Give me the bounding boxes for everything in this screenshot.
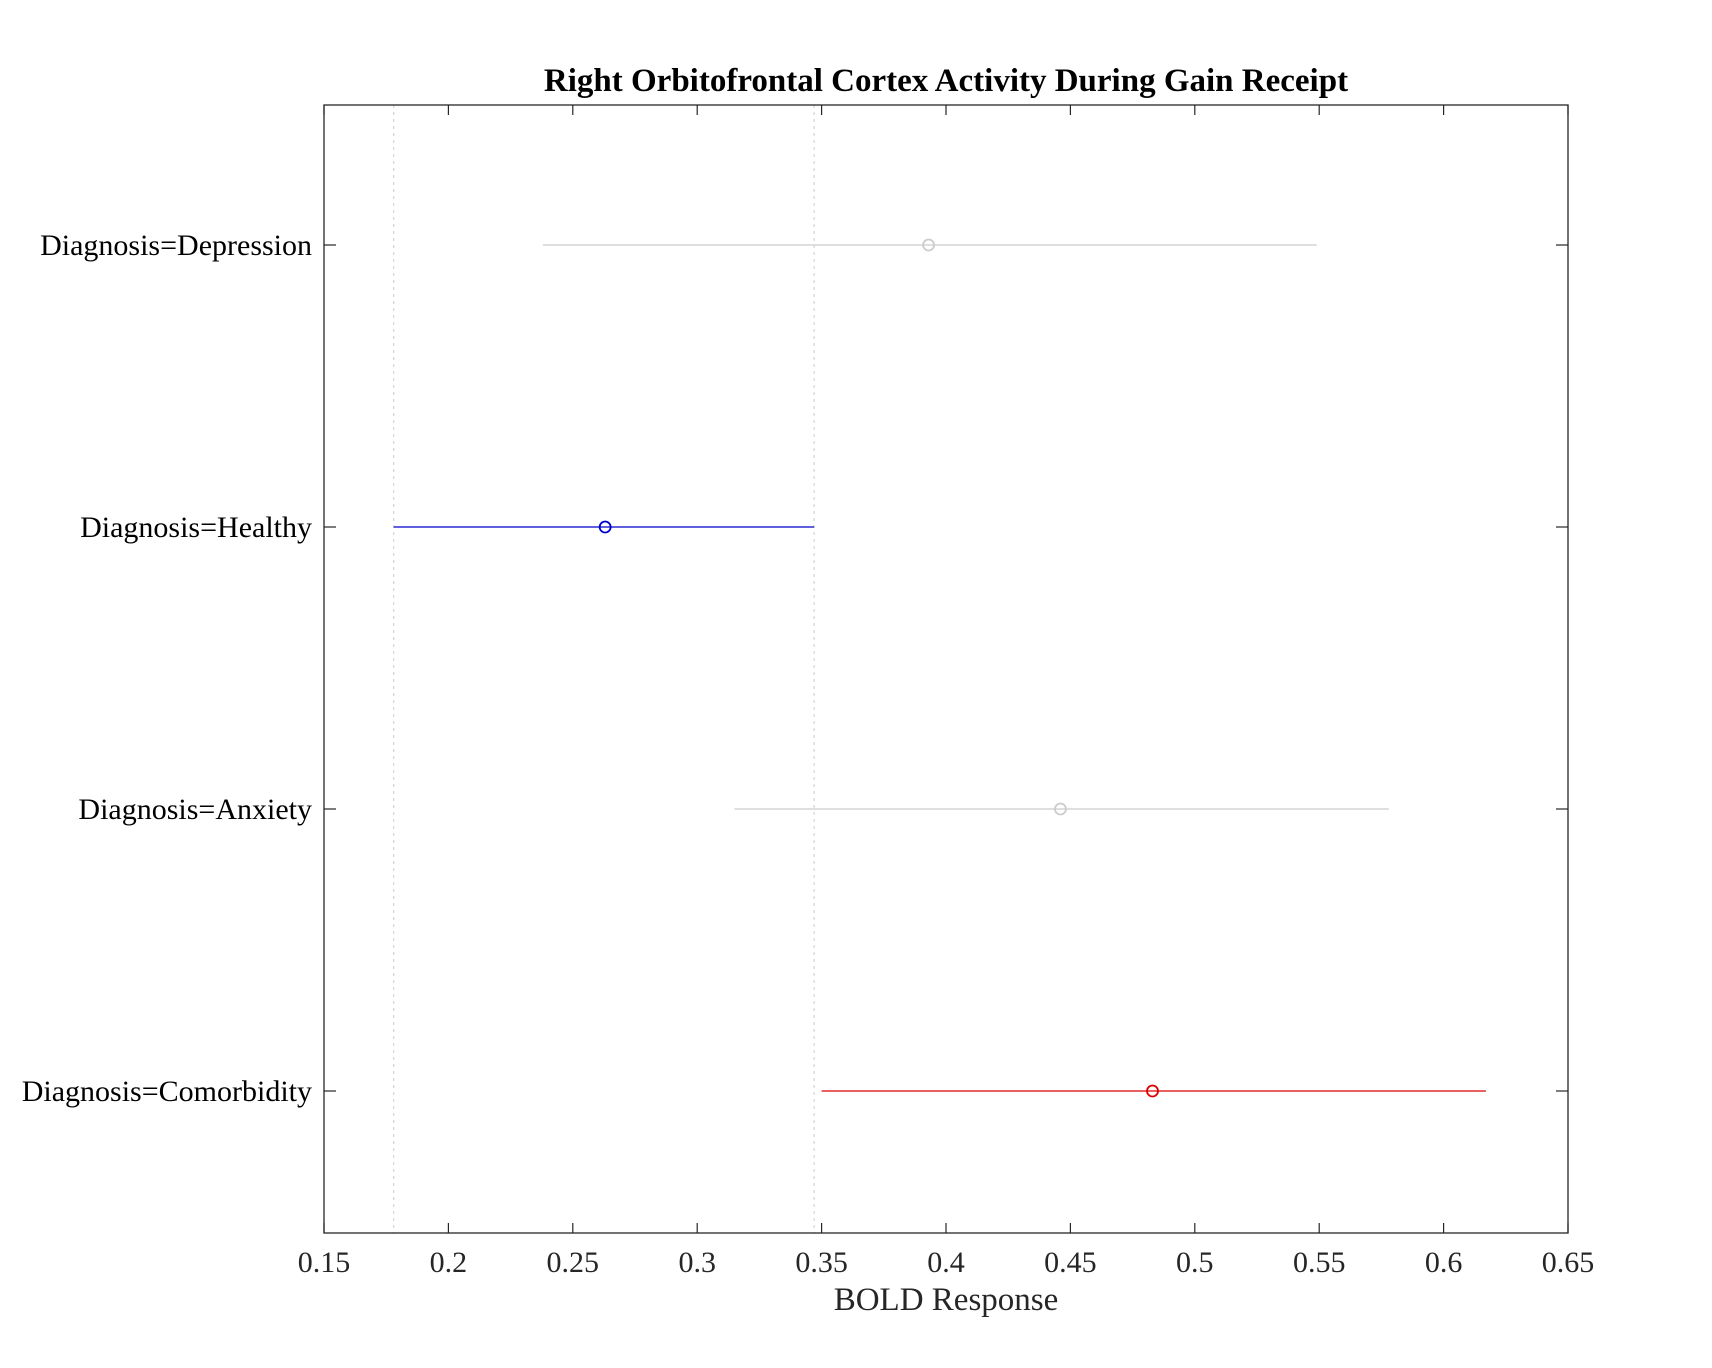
estimate-marker <box>922 238 935 252</box>
x-tick-label: 0.6 <box>1425 1246 1463 1279</box>
plot-area: 0.15 0.2 0.25 0.3 0.35 0.4 0.45 0.5 0.55 0.6 0.65 D… <box>22 104 1595 1279</box>
axes-box <box>323 104 1569 1234</box>
x-tick-label: 0.25 <box>547 1246 600 1279</box>
estimate-marker <box>598 520 612 534</box>
chart-title: Right Orbitofrontal Cortex Activity Duri… <box>544 63 1348 99</box>
x-axis-label: BOLD Response <box>834 1282 1059 1318</box>
x-tick-label: 0.45 <box>1044 1246 1097 1279</box>
y-category-label: Diagnosis=Healthy <box>80 511 312 544</box>
y-category-label: Diagnosis=Depression <box>40 229 312 262</box>
x-tick-label: 0.4 <box>927 1246 965 1279</box>
x-tick-label: 0.3 <box>678 1246 716 1279</box>
x-tick-label: 0.65 <box>1542 1246 1595 1279</box>
y-category-label: Diagnosis=Comorbidity <box>22 1075 312 1108</box>
x-tick-label: 0.55 <box>1293 1246 1346 1279</box>
x-tick-label: 0.5 <box>1176 1246 1214 1279</box>
x-tick-label: 0.15 <box>298 1246 351 1279</box>
estimate-marker <box>1146 1084 1159 1098</box>
estimate-marker <box>1054 802 1067 816</box>
x-tick-label: 0.35 <box>795 1246 848 1279</box>
y-category-label: Diagnosis=Anxiety <box>78 793 312 826</box>
x-tick-label: 0.2 <box>430 1246 468 1279</box>
